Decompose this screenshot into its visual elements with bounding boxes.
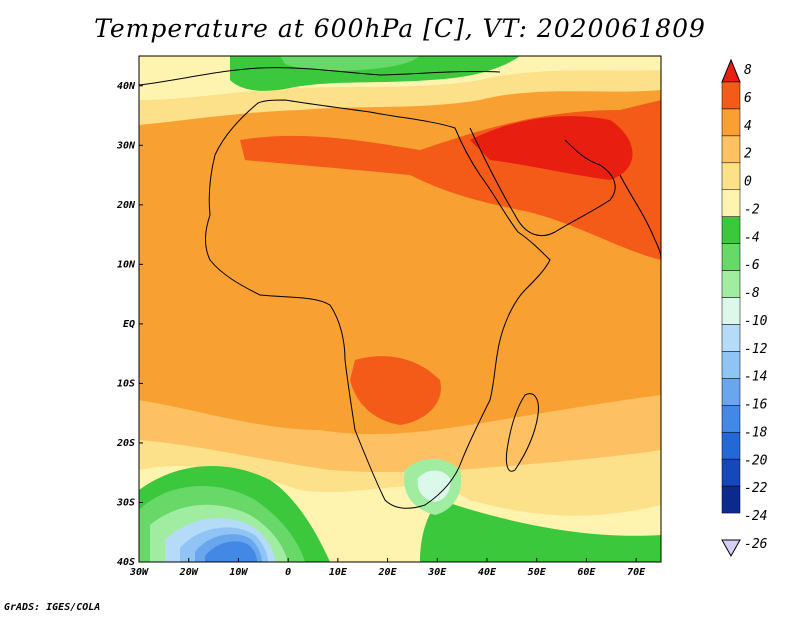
colorbar-label: -2 bbox=[744, 202, 760, 217]
mediterranean-coast bbox=[139, 67, 501, 86]
lat-tick-label: EQ bbox=[123, 319, 135, 330]
lat-tick-label: 30N bbox=[116, 140, 136, 151]
colorbar-segment bbox=[721, 216, 741, 244]
map-title: Temperature at 600hPa [C], VT: 202006180… bbox=[94, 14, 706, 43]
lon-tick-label: 20W bbox=[179, 567, 199, 578]
lat-tick-label: 30S bbox=[116, 497, 135, 508]
colorbar-segment bbox=[721, 458, 741, 487]
lat-tick-label: 20S bbox=[116, 438, 135, 449]
colorbar-label: 0 bbox=[744, 175, 752, 190]
field-minus8-north bbox=[280, 56, 420, 71]
lat-tick-label: 40S bbox=[117, 557, 135, 568]
colorbar-label: -8 bbox=[744, 286, 760, 301]
lon-tick-label: 0 bbox=[285, 567, 291, 578]
colorbar-segment bbox=[721, 135, 741, 164]
colorbar-segment bbox=[721, 243, 741, 271]
lon-tick-label: 40E bbox=[478, 567, 497, 578]
colorbar-segment bbox=[721, 351, 741, 379]
lon-tick-label: 10E bbox=[329, 567, 348, 578]
africa-coastline bbox=[205, 99, 551, 509]
colorbar-label: 2 bbox=[744, 147, 752, 162]
lon-tick-label: 30W bbox=[129, 567, 149, 578]
arabia-coastline bbox=[469, 127, 616, 237]
lon-tick-label: 60E bbox=[577, 567, 596, 578]
lat-tick-label: 10S bbox=[117, 378, 135, 389]
field-4-6-south bbox=[350, 356, 441, 425]
lon-tick-label: 10W bbox=[229, 567, 248, 578]
temperature-fields bbox=[139, 56, 661, 562]
colorbar-label: 8 bbox=[744, 63, 752, 78]
colorbar-label: -12 bbox=[744, 342, 768, 357]
colorbar-segment bbox=[721, 324, 741, 352]
coastlines bbox=[139, 67, 661, 509]
colorbar-label: -4 bbox=[744, 230, 760, 245]
colorbar-bottom-arrow bbox=[721, 539, 741, 558]
colorbar-label: -24 bbox=[744, 509, 767, 524]
colorbar-label: 4 bbox=[744, 119, 752, 134]
colorbar-top-arrow bbox=[721, 58, 741, 83]
colorbar-label: -22 bbox=[744, 481, 768, 496]
colorbar-segment bbox=[721, 270, 741, 298]
map-frame bbox=[138, 55, 662, 563]
colorbar-segment bbox=[721, 189, 741, 217]
lon-tick-label: 30E bbox=[427, 567, 447, 578]
colorbar-label: 6 bbox=[744, 91, 752, 106]
colorbar-segment bbox=[721, 81, 741, 110]
colorbar-label: -18 bbox=[744, 425, 768, 440]
colorbar-segment bbox=[721, 431, 741, 460]
colorbar-segment bbox=[721, 405, 741, 433]
lat-tick-label: 40N bbox=[117, 81, 136, 92]
colorbar-label: -6 bbox=[744, 258, 760, 273]
colorbar-segment bbox=[721, 485, 741, 514]
colorbar-label: -10 bbox=[744, 314, 768, 329]
colorbar-segment bbox=[721, 108, 741, 137]
colorbar-label: -14 bbox=[744, 370, 767, 385]
field-minus18-south bbox=[205, 541, 257, 562]
colorbar-segment bbox=[721, 162, 741, 191]
lat-tick-label: 20N bbox=[116, 200, 136, 211]
field-minus6-sw bbox=[420, 500, 661, 562]
lon-tick-label: 50E bbox=[528, 567, 547, 578]
field-cooler-south-africa bbox=[417, 470, 451, 502]
grads-credit: GrADS: IGES/COLA bbox=[4, 602, 101, 613]
colorbar: 8 6 4 2 0 -2 -4 -6 -8 -10 -12 -14 -16 -18 -20 -22 -24 -26 bbox=[721, 58, 768, 558]
colorbar-label: -20 bbox=[744, 453, 768, 468]
colorbar-segment bbox=[721, 378, 741, 406]
colorbar-label: -26 bbox=[744, 537, 768, 552]
colorbar-label: -16 bbox=[744, 398, 768, 413]
colorbar-segment bbox=[721, 297, 741, 325]
field-6-8 bbox=[470, 116, 633, 180]
madagascar-coastline bbox=[505, 393, 539, 472]
lat-tick-label: 10N bbox=[117, 259, 136, 270]
lon-tick-label: 20E bbox=[378, 567, 398, 578]
lon-tick-label: 70E bbox=[627, 567, 646, 578]
